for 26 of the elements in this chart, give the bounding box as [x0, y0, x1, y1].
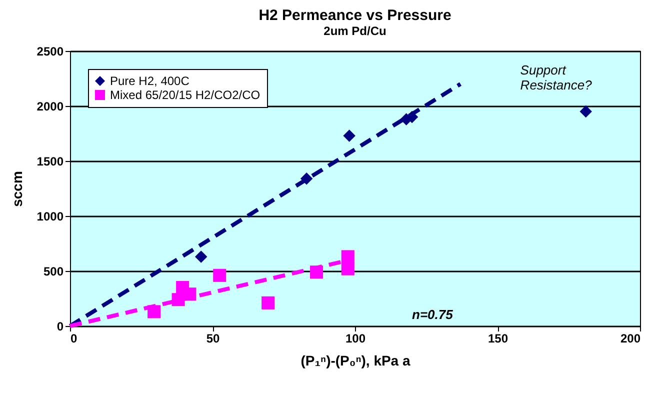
legend-label: Pure H2, 400C [110, 74, 190, 88]
y-tick-label: 0 [56, 320, 64, 334]
x-tick-label: 150 [488, 332, 508, 346]
x-tick-label: 100 [345, 332, 366, 346]
x-tick-label: 50 [206, 332, 220, 346]
y-tick-label: 500 [43, 264, 64, 278]
annotation: n=0.75 [412, 307, 454, 322]
y-axis-title: sccm [8, 171, 25, 207]
point [341, 262, 354, 276]
point [262, 296, 275, 310]
point [213, 268, 226, 282]
y-tick-label: 2500 [36, 44, 64, 58]
y-tick-label: 1000 [36, 210, 64, 224]
chart-title: H2 Permeance vs Pressure [258, 7, 452, 24]
point [580, 105, 592, 118]
point [341, 250, 354, 264]
point [194, 250, 208, 263]
x-tick-label: 200 [620, 332, 641, 346]
point [343, 130, 356, 142]
x-axis-title: (P₁ⁿ)-(P₀ⁿ), kPa a [300, 352, 410, 368]
chart-subtitle: 2um Pd/Cu [324, 24, 386, 38]
x-tick-label: 0 [70, 332, 78, 346]
legend-label: Mixed 65/20/15 H2/CO2/CO [110, 88, 260, 102]
y-tick-label: 2000 [36, 100, 64, 114]
y-tick-label: 1500 [36, 154, 64, 168]
annotation: Support Resistance? [520, 62, 593, 92]
